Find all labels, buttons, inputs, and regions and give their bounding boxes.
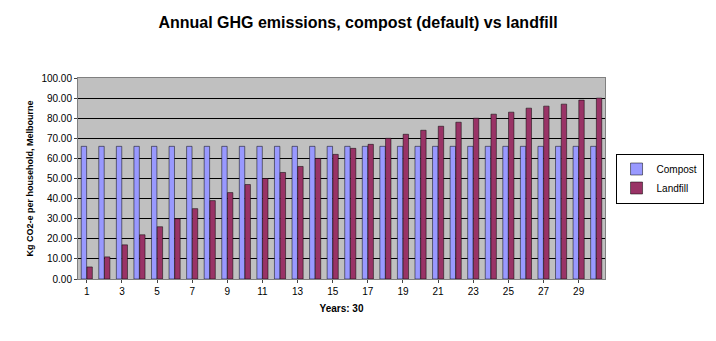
- svg-text:Annual GHG emissions, compost: Annual GHG emissions, compost (default) …: [158, 14, 557, 31]
- svg-text:Years: 30: Years: 30: [320, 303, 364, 314]
- svg-text:23: 23: [468, 286, 480, 297]
- svg-text:13: 13: [292, 286, 304, 297]
- svg-text:11: 11: [257, 286, 268, 297]
- svg-text:50.00: 50.00: [47, 173, 72, 184]
- svg-text:17: 17: [362, 286, 374, 297]
- svg-text:20.00: 20.00: [47, 233, 72, 244]
- svg-text:5: 5: [154, 286, 160, 297]
- svg-text:Compost: Compost: [657, 164, 697, 175]
- svg-text:60.00: 60.00: [47, 153, 72, 164]
- svg-text:19: 19: [397, 286, 409, 297]
- svg-text:7: 7: [189, 286, 195, 297]
- svg-text:Landfill: Landfill: [657, 183, 689, 194]
- svg-text:80.00: 80.00: [47, 113, 72, 124]
- svg-text:10.00: 10.00: [47, 253, 72, 264]
- svg-text:21: 21: [433, 286, 445, 297]
- svg-text:29: 29: [573, 286, 585, 297]
- svg-text:90.00: 90.00: [47, 93, 72, 104]
- svg-text:100.00: 100.00: [41, 73, 72, 84]
- svg-text:9: 9: [225, 286, 231, 297]
- svg-text:3: 3: [119, 286, 125, 297]
- svg-text:30.00: 30.00: [47, 213, 72, 224]
- svg-text:1: 1: [84, 286, 90, 297]
- svg-text:25: 25: [503, 286, 515, 297]
- svg-text:Kg CO2-e per household, Melbou: Kg CO2-e per household, Melbourne: [25, 100, 35, 256]
- svg-text:0.00: 0.00: [53, 274, 73, 285]
- svg-text:27: 27: [538, 286, 550, 297]
- svg-text:40.00: 40.00: [47, 193, 72, 204]
- svg-text:15: 15: [327, 286, 339, 297]
- svg-text:70.00: 70.00: [47, 133, 72, 144]
